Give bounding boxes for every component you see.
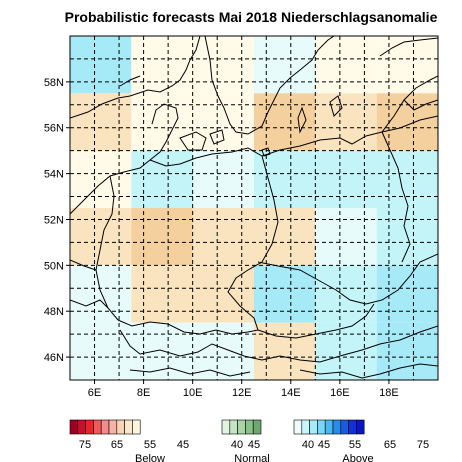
forecast-cell [131,150,193,208]
forecast-cell [131,208,193,266]
above-swatch [348,419,357,435]
forecast-cell [376,322,438,380]
above-swatch [309,419,318,435]
map-title: Probabilistic forecasts Mai 2018 Nieders… [64,9,438,25]
above-swatch [324,419,334,435]
forecast-cells [70,36,438,380]
forecast-cell [192,208,316,266]
lat-tick-label: 48N [44,306,64,318]
above-swatch [317,419,326,435]
normal-swatch [252,419,262,435]
below-swatch [100,419,110,435]
above-swatch [356,419,365,435]
lon-tick-label: 14E [281,387,301,399]
lat-tick-label: 58N [44,77,64,89]
normal-swatch [245,419,254,435]
above-swatch [301,419,310,435]
above-label: Above [342,453,373,462]
above-swatch [332,419,342,435]
above-swatch [293,419,303,435]
forecast-cell [315,208,377,266]
lon-tick-label: 16E [330,387,350,399]
above-tick-label: 55 [349,439,361,451]
forecast-cell [70,150,132,208]
normal-swatch [221,419,231,435]
forecast-cell [192,93,254,151]
above-tick-label: 45 [318,439,330,451]
forecast-cell [254,265,316,323]
below-swatch [124,419,133,435]
legend: 75 65 55 45 40 45 40 45 55 65 75 Below Normal Above [69,419,429,462]
above-tick-label: 40 [302,439,314,451]
lon-tick-label: 10E [183,387,203,399]
forecast-cell [70,265,132,323]
lat-tick-label: 54N [44,169,64,181]
below-swatch [108,419,118,435]
below-tick-label: 65 [111,439,123,451]
below-swatch [116,419,125,435]
normal-swatch [237,419,246,435]
forecast-cell [315,93,377,151]
forecast-cell [70,36,132,94]
forecast-cell [70,208,132,266]
forecast-cell [70,322,132,380]
forecast-cell [254,150,316,208]
below-swatch [69,419,79,435]
axis-labels: 6E 8E 10E 12E 14E 16E 18E 46N 48N 50N 52N 54N 56N 58N [44,77,399,399]
lon-tick-label: 8E [137,387,150,399]
forecast-cell [315,322,377,380]
forecast-cell [192,150,254,208]
forecast-cell [131,265,254,323]
lat-tick-label: 50N [44,260,64,272]
below-tick-label: 75 [79,439,91,451]
normal-swatch [229,419,238,435]
below-swatch [77,419,86,435]
forecast-cell [70,93,132,151]
normal-label: Normal [234,453,269,462]
forecast-cell [315,265,377,323]
below-swatch [132,419,141,435]
above-tick-label: 75 [417,439,429,451]
below-tick-label: 45 [177,439,189,451]
normal-tick-label: 45 [248,439,260,451]
lat-lon-grid [70,36,438,380]
above-tick-label: 65 [384,439,396,451]
forecast-cell [376,93,438,151]
below-tick-label: 55 [144,439,156,451]
normal-tick-label: 40 [231,439,243,451]
lat-tick-label: 46N [44,352,64,364]
forecast-cell [315,150,438,208]
map-frame [69,35,439,381]
forecast-cell [376,265,438,323]
lon-tick-label: 18E [379,387,399,399]
lon-tick-label: 12E [232,387,252,399]
below-swatch [93,419,102,435]
forecast-cell [376,36,438,94]
lat-tick-label: 56N [44,123,64,135]
lon-tick-label: 6E [88,387,101,399]
lat-tick-label: 52N [44,214,64,226]
forecast-cell [315,36,377,94]
below-label: Below [135,453,165,462]
below-swatch [85,419,94,435]
above-swatch [340,419,349,435]
forecast-cell [131,93,193,151]
